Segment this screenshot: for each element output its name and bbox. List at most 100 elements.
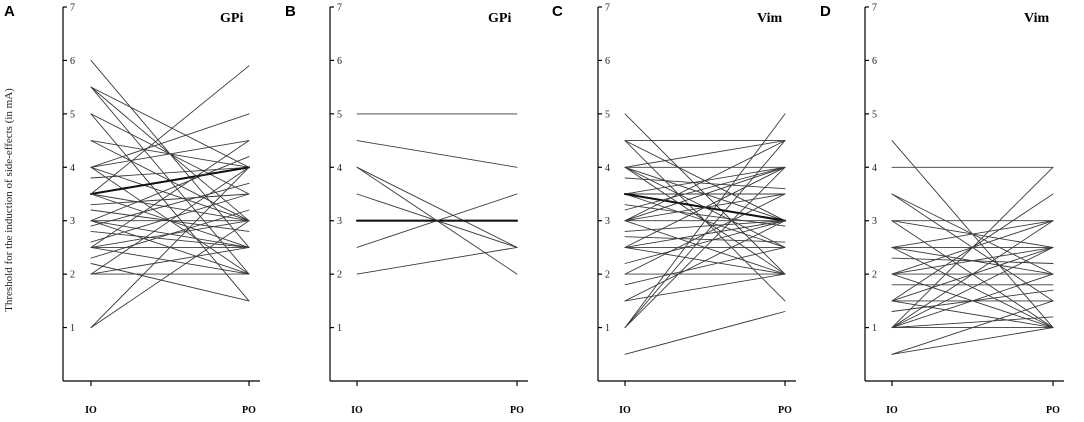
axes [597,6,796,386]
panel-d: D Vim 1 2 3 4 5 6 7 IO PO [820,3,1064,416]
patient-line-22 [624,140,786,222]
patient-line-9 [356,246,518,275]
patient-line-24 [624,236,786,243]
patient-line-32 [90,209,250,259]
patient-line-23 [624,220,786,232]
patient-line-33 [624,220,786,302]
patient-line-34 [624,273,786,302]
y-tick-label-7: 7 [872,3,877,14]
y-tick-label-5: 5 [70,109,75,120]
panel-letter: C [552,3,563,20]
patient-line-38 [624,311,786,355]
y-tick-label-3: 3 [872,216,877,227]
x-tick-label-io: IO [85,405,97,416]
patient-line-12 [90,140,250,168]
y-tick-label-4: 4 [605,163,610,174]
y-tick-label-2: 2 [605,270,610,281]
patient-line-35 [90,166,250,275]
x-tick-label-po: PO [1046,405,1060,416]
series-lines [891,140,1054,355]
y-tick-label-3: 3 [70,216,75,227]
y-tick-label-1: 1 [337,323,342,334]
patient-line-24 [891,273,1054,329]
y-tick-labels: 1 2 3 4 5 6 7 [872,3,877,335]
y-tick-label-7: 7 [337,3,342,14]
y-tick-label-1: 1 [70,323,75,334]
panel-letter: D [820,3,831,20]
patient-line-2 [356,140,518,168]
patient-line-31 [90,140,250,248]
patient-line-3 [90,86,250,168]
patient-line-15 [90,166,250,195]
y-tick-label-2: 2 [872,270,877,281]
x-tick-label-po: PO [242,405,256,416]
patient-line-17 [90,193,250,222]
patient-line-18 [90,65,250,195]
series-lines [624,113,786,355]
patient-line-27 [90,193,250,243]
y-tick-labels: 1 2 3 4 5 6 7 [605,3,610,335]
y-tick-label-7: 7 [70,3,75,14]
panel-a: A GPi 1 2 3 4 5 6 7 IO PO [4,3,260,416]
patient-line-33 [90,263,250,302]
patient-line-9 [90,113,250,168]
x-tick-label-po: PO [778,405,792,416]
y-tick-label-5: 5 [337,109,342,120]
axes [62,6,260,386]
y-tick-label-5: 5 [605,109,610,120]
patient-line-8 [356,193,518,248]
patient-line-35 [624,166,786,329]
panel-letter: A [4,3,15,20]
patient-line-10 [624,177,786,190]
x-tick-label-io: IO [886,405,898,416]
panel-b: B GPi 1 2 3 4 5 6 7 IO PO [285,3,528,416]
y-tick-label-4: 4 [70,163,75,174]
patient-line-25 [891,220,1054,329]
y-tick-label-2: 2 [70,270,75,281]
series-lines [356,113,518,275]
patient-line-17 [624,166,786,211]
patient-line-29 [624,220,786,264]
y-axis-title-text: Threshold for the induction of side-effe… [3,88,15,312]
patient-line-26 [891,166,1054,329]
x-tick-label-io: IO [351,405,363,416]
patient-line-37 [624,113,786,329]
patient-line-37 [90,166,250,329]
y-tick-label-6: 6 [605,56,610,67]
axes [864,6,1064,386]
patient-line-3 [356,166,518,248]
patient-line-19 [624,166,786,222]
patient-line-30 [891,300,1054,355]
y-tick-labels: 1 2 3 4 5 6 7 [337,3,342,335]
patient-line-36 [90,246,250,275]
patient-line-21 [891,300,1054,329]
y-tick-label-1: 1 [605,323,610,334]
y-tick-label-3: 3 [605,216,610,227]
panel-title: Vim [1024,11,1049,26]
panel-title: GPi [220,11,243,26]
y-tick-label-5: 5 [872,109,877,120]
y-tick-label-2: 2 [337,270,342,281]
x-tick-label-io: IO [619,405,631,416]
patient-line-8 [624,140,786,168]
panel-title: GPi [488,11,511,26]
patient-line-38 [90,220,250,329]
y-tick-label-6: 6 [337,56,342,67]
series-lines [90,59,250,329]
x-tick-label-po: PO [510,405,524,416]
patient-line-23 [90,156,250,222]
y-tick-label-6: 6 [872,56,877,67]
y-tick-label-4: 4 [872,163,877,174]
y-tick-label-6: 6 [70,56,75,67]
y-tick-labels: 1 2 3 4 5 6 7 [70,3,75,335]
y-tick-label-1: 1 [872,323,877,334]
y-tick-label-3: 3 [337,216,342,227]
patient-line-19 [90,193,250,206]
patient-line-36 [624,140,786,329]
patient-line-32 [624,246,786,286]
panel-c: C Vim 1 2 3 4 5 6 7 IO PO [552,3,796,416]
y-tick-label-4: 4 [337,163,342,174]
patient-line-28 [891,246,1054,329]
y-tick-label-7: 7 [605,3,610,14]
